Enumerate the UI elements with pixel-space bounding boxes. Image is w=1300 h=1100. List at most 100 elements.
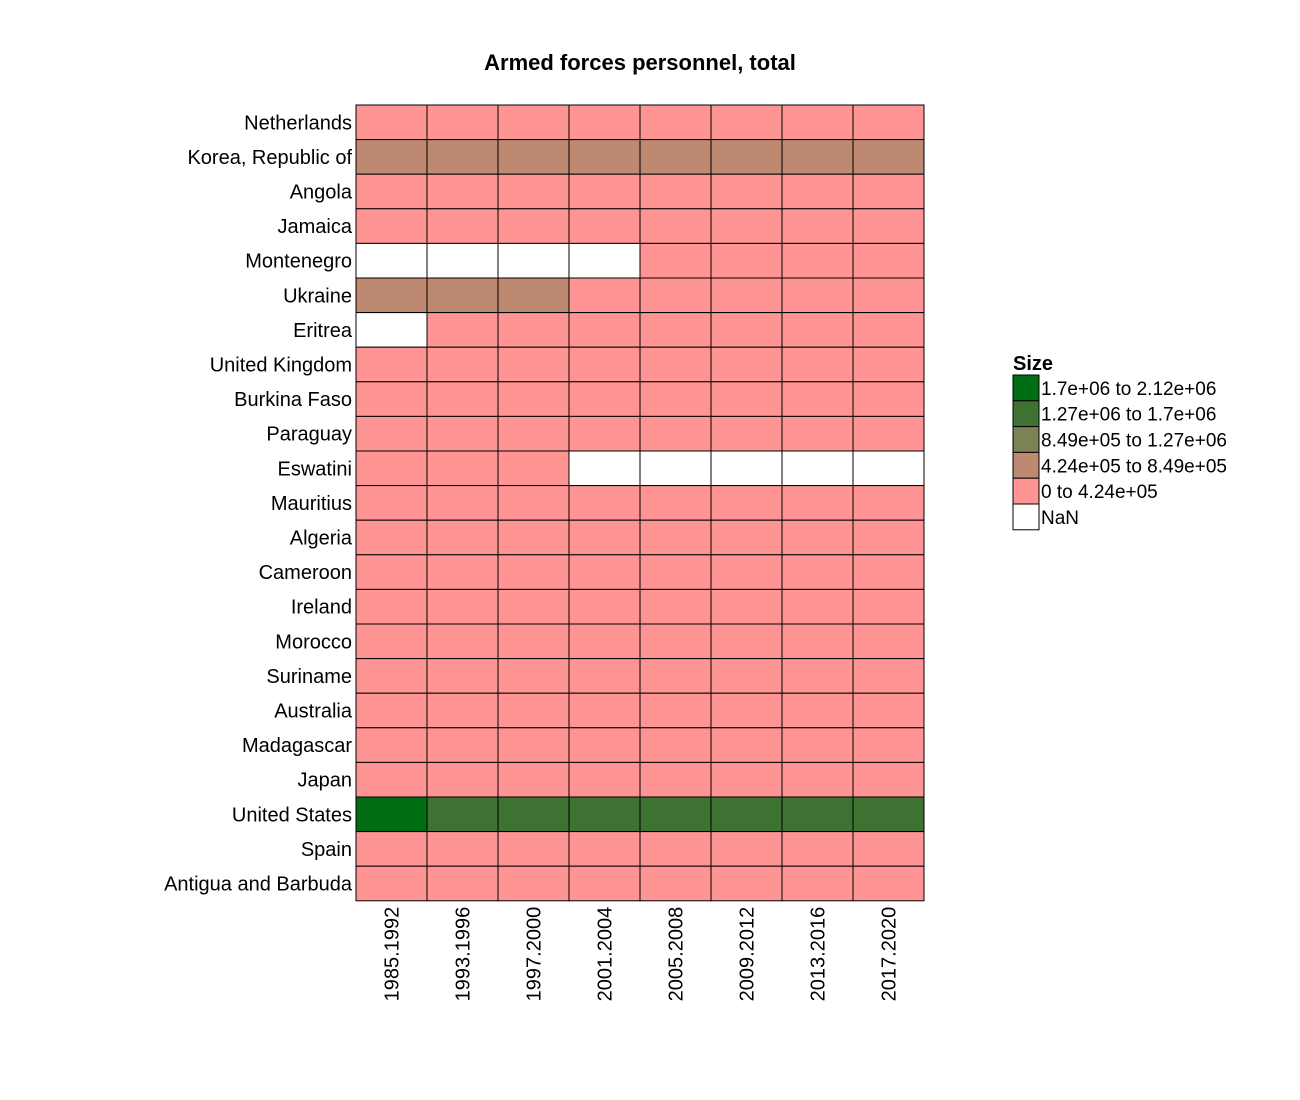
heatmap-cell <box>710 554 783 590</box>
legend-label: 1.7e+06 to 2.12e+06 <box>1041 379 1216 400</box>
heatmap-cell <box>426 658 499 694</box>
heatmap-cell <box>781 173 854 210</box>
heatmap-cell <box>710 346 783 383</box>
heatmap-cell <box>639 173 712 210</box>
heatmap-cell <box>426 381 499 417</box>
legend-swatch <box>1012 374 1040 402</box>
column-label: 1997.2000 <box>524 907 546 1002</box>
heatmap-cell <box>781 588 854 625</box>
heatmap-cell <box>852 277 925 314</box>
heatmap-cell <box>355 865 428 902</box>
heatmap-cell <box>639 277 712 314</box>
heatmap-cell <box>852 727 925 763</box>
heatmap-cell <box>355 727 428 763</box>
heatmap-cell <box>568 242 641 279</box>
column-label: 2009.2012 <box>737 907 759 1002</box>
row-label: Ukraine <box>283 285 352 307</box>
heatmap-cell <box>497 346 570 383</box>
heatmap-cell <box>710 242 783 279</box>
column-label: 1993.1996 <box>453 907 475 1002</box>
heatmap-cell <box>497 692 570 729</box>
heatmap-cell <box>426 242 499 279</box>
heatmap-cell <box>497 796 570 833</box>
row-label: Montenegro <box>245 251 352 273</box>
heatmap-cell <box>710 658 783 694</box>
heatmap-cell <box>710 312 783 348</box>
row-label: Japan <box>298 770 353 792</box>
heatmap-cell <box>497 554 570 590</box>
heatmap-cell <box>568 588 641 625</box>
heatmap-cell <box>781 519 854 556</box>
heatmap-cell <box>852 761 925 798</box>
heatmap-cell <box>639 415 712 452</box>
heatmap-cell <box>781 381 854 417</box>
heatmap-cell <box>426 588 499 625</box>
heatmap-cell <box>710 865 783 902</box>
heatmap-cell <box>355 312 428 348</box>
heatmap-cell <box>355 208 428 244</box>
legend-swatch <box>1012 451 1040 479</box>
heatmap-cell <box>426 485 499 521</box>
heatmap-cell <box>497 485 570 521</box>
heatmap-cell <box>426 312 499 348</box>
heatmap-cell <box>497 242 570 279</box>
row-label: Cameroon <box>259 562 352 584</box>
heatmap-cell <box>852 485 925 521</box>
heatmap-cell <box>426 623 499 660</box>
heatmap-cell <box>426 173 499 210</box>
row-label: Angola <box>290 182 353 204</box>
heatmap-cell <box>426 208 499 244</box>
heatmap-cell <box>426 450 499 487</box>
row-label: Ireland <box>291 597 352 619</box>
heatmap-cell <box>355 761 428 798</box>
heatmap-cell <box>355 831 428 867</box>
row-labels: Netherlands Korea, Republic of Angola Jamai… <box>164 112 353 895</box>
heatmap-cell <box>852 104 925 141</box>
heatmap-cell <box>355 588 428 625</box>
legend-label: NaN <box>1041 508 1079 529</box>
heatmap-cell <box>710 208 783 244</box>
legend-swatch <box>1012 503 1040 531</box>
heatmap-cell <box>568 485 641 521</box>
heatmap-cell <box>568 727 641 763</box>
heatmap-cell <box>497 415 570 452</box>
heatmap-cell <box>568 519 641 556</box>
heatmap-cell <box>426 346 499 383</box>
heatmap-cell <box>355 450 428 487</box>
heatmap-cell <box>497 623 570 660</box>
row-label: Korea, Republic of <box>187 147 352 169</box>
row-label: Australia <box>274 701 353 723</box>
heatmap-cell <box>781 761 854 798</box>
heatmap-cell <box>426 692 499 729</box>
heatmap-cell <box>426 139 499 175</box>
row-label: Antigua and Barbuda <box>164 874 353 896</box>
heatmap-cell <box>355 139 428 175</box>
heatmap-cell <box>426 727 499 763</box>
heatmap-cell <box>639 312 712 348</box>
heatmap-cell <box>568 658 641 694</box>
heatmap-cell <box>497 104 570 141</box>
heatmap-cell <box>781 865 854 902</box>
legend-label: 0 to 4.24e+05 <box>1041 482 1158 503</box>
heatmap-cell <box>639 208 712 244</box>
row-label: Paraguay <box>266 424 352 446</box>
heatmap-cell <box>639 485 712 521</box>
heatmap-cell <box>781 277 854 314</box>
heatmap-cell <box>781 139 854 175</box>
legend-swatch <box>1012 400 1040 428</box>
heatmap-cell <box>568 381 641 417</box>
heatmap-cell <box>781 692 854 729</box>
row-label: Burkina Faso <box>234 389 352 411</box>
heatmap-cell <box>781 623 854 660</box>
heatmap-cell <box>639 623 712 660</box>
heatmap-cell <box>497 381 570 417</box>
heatmap-cell <box>568 312 641 348</box>
heatmap-cell <box>639 658 712 694</box>
heatmap-cell <box>355 485 428 521</box>
column-label: 2001.2004 <box>595 907 617 1002</box>
row-label: Netherlands <box>244 112 352 134</box>
heatmap-cell <box>497 139 570 175</box>
chart-title: Armed forces personnel, total <box>484 50 796 75</box>
heatmap-cell <box>710 104 783 141</box>
heatmap-cell <box>781 346 854 383</box>
